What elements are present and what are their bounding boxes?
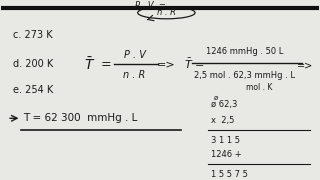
Text: 1246 mmHg . 50 L: 1246 mmHg . 50 L bbox=[206, 48, 283, 57]
Text: T = 62 300  mmHg . L: T = 62 300 mmHg . L bbox=[23, 113, 137, 123]
Text: e. 254 K: e. 254 K bbox=[13, 85, 54, 95]
Text: n . R: n . R bbox=[157, 8, 176, 17]
Text: d. 200 K: d. 200 K bbox=[13, 59, 54, 69]
Text: 1 5 5 7 5: 1 5 5 7 5 bbox=[211, 170, 248, 179]
Text: $\bar{T}$: $\bar{T}$ bbox=[84, 56, 96, 73]
Text: =: = bbox=[100, 58, 111, 71]
Text: =>: => bbox=[297, 60, 313, 70]
Text: ø: ø bbox=[214, 94, 219, 100]
Text: n . R: n . R bbox=[124, 70, 146, 80]
Text: =>: => bbox=[157, 59, 176, 69]
Text: c. 273 K: c. 273 K bbox=[13, 30, 53, 40]
Text: 1246 +: 1246 + bbox=[211, 150, 242, 159]
Text: P . V: P . V bbox=[124, 50, 146, 60]
Text: $\bar{T}$ =: $\bar{T}$ = bbox=[184, 57, 204, 71]
Text: ø 62,3: ø 62,3 bbox=[211, 100, 237, 109]
Text: 2,5 mol . 62,3 mmHg . L: 2,5 mol . 62,3 mmHg . L bbox=[194, 71, 295, 80]
Text: mol . K: mol . K bbox=[245, 83, 272, 92]
Text: 3 1 1 5: 3 1 1 5 bbox=[211, 136, 240, 145]
Text: P . V  =: P . V = bbox=[134, 1, 165, 10]
Text: x  2,5: x 2,5 bbox=[211, 116, 234, 125]
